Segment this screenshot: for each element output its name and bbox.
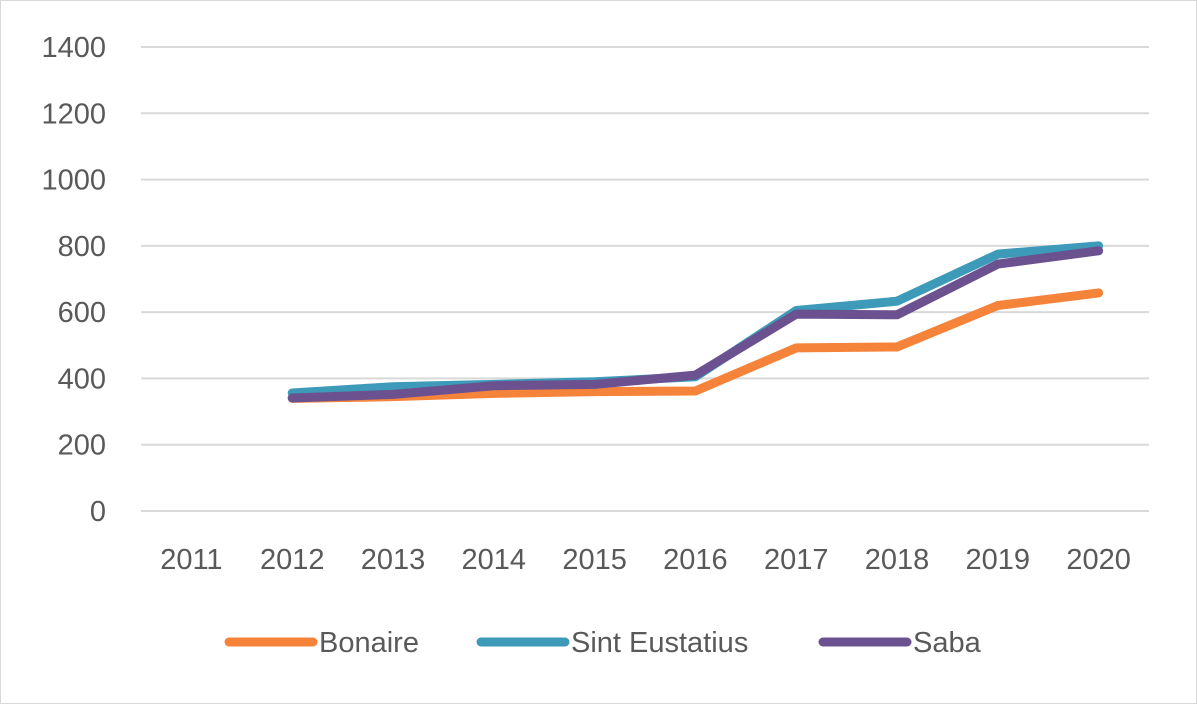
x-tick-label: 2015 <box>562 544 627 576</box>
x-tick-label: 2018 <box>865 544 930 576</box>
y-tick-label: 1000 <box>41 165 106 197</box>
y-axis-ticks: 0 200 400 600 800 1000 1200 1400 <box>41 32 106 528</box>
x-tick-label: 2012 <box>260 544 325 576</box>
x-tick-label: 2011 <box>160 544 222 576</box>
x-tick-label: 2013 <box>361 544 426 576</box>
legend-label: Bonaire <box>319 627 419 659</box>
x-tick-label: 2016 <box>663 544 728 576</box>
y-tick-label: 400 <box>58 363 106 395</box>
x-tick-label: 2020 <box>1066 544 1131 576</box>
y-tick-label: 1200 <box>41 98 106 130</box>
series-lines <box>287 241 1104 403</box>
x-axis-ticks: 2011 2012 2013 2014 2015 2016 2017 2018 2019 2020 <box>160 544 1131 576</box>
x-tick-label: 2014 <box>462 544 527 576</box>
y-tick-label: 200 <box>58 430 106 462</box>
y-tick-label: 600 <box>58 297 106 329</box>
gridlines <box>141 46 1149 512</box>
legend-label: Sint Eustatius <box>571 627 748 659</box>
x-tick-label: 2017 <box>764 544 829 576</box>
x-tick-label: 2019 <box>966 544 1031 576</box>
y-tick-label: 800 <box>58 231 106 263</box>
y-tick-label: 0 <box>90 496 106 528</box>
legend-label: Saba <box>913 627 982 659</box>
y-tick-label: 1400 <box>41 32 106 64</box>
series-line-saba <box>287 246 1104 403</box>
legend: Bonaire Sint Eustatius Saba <box>224 627 982 659</box>
